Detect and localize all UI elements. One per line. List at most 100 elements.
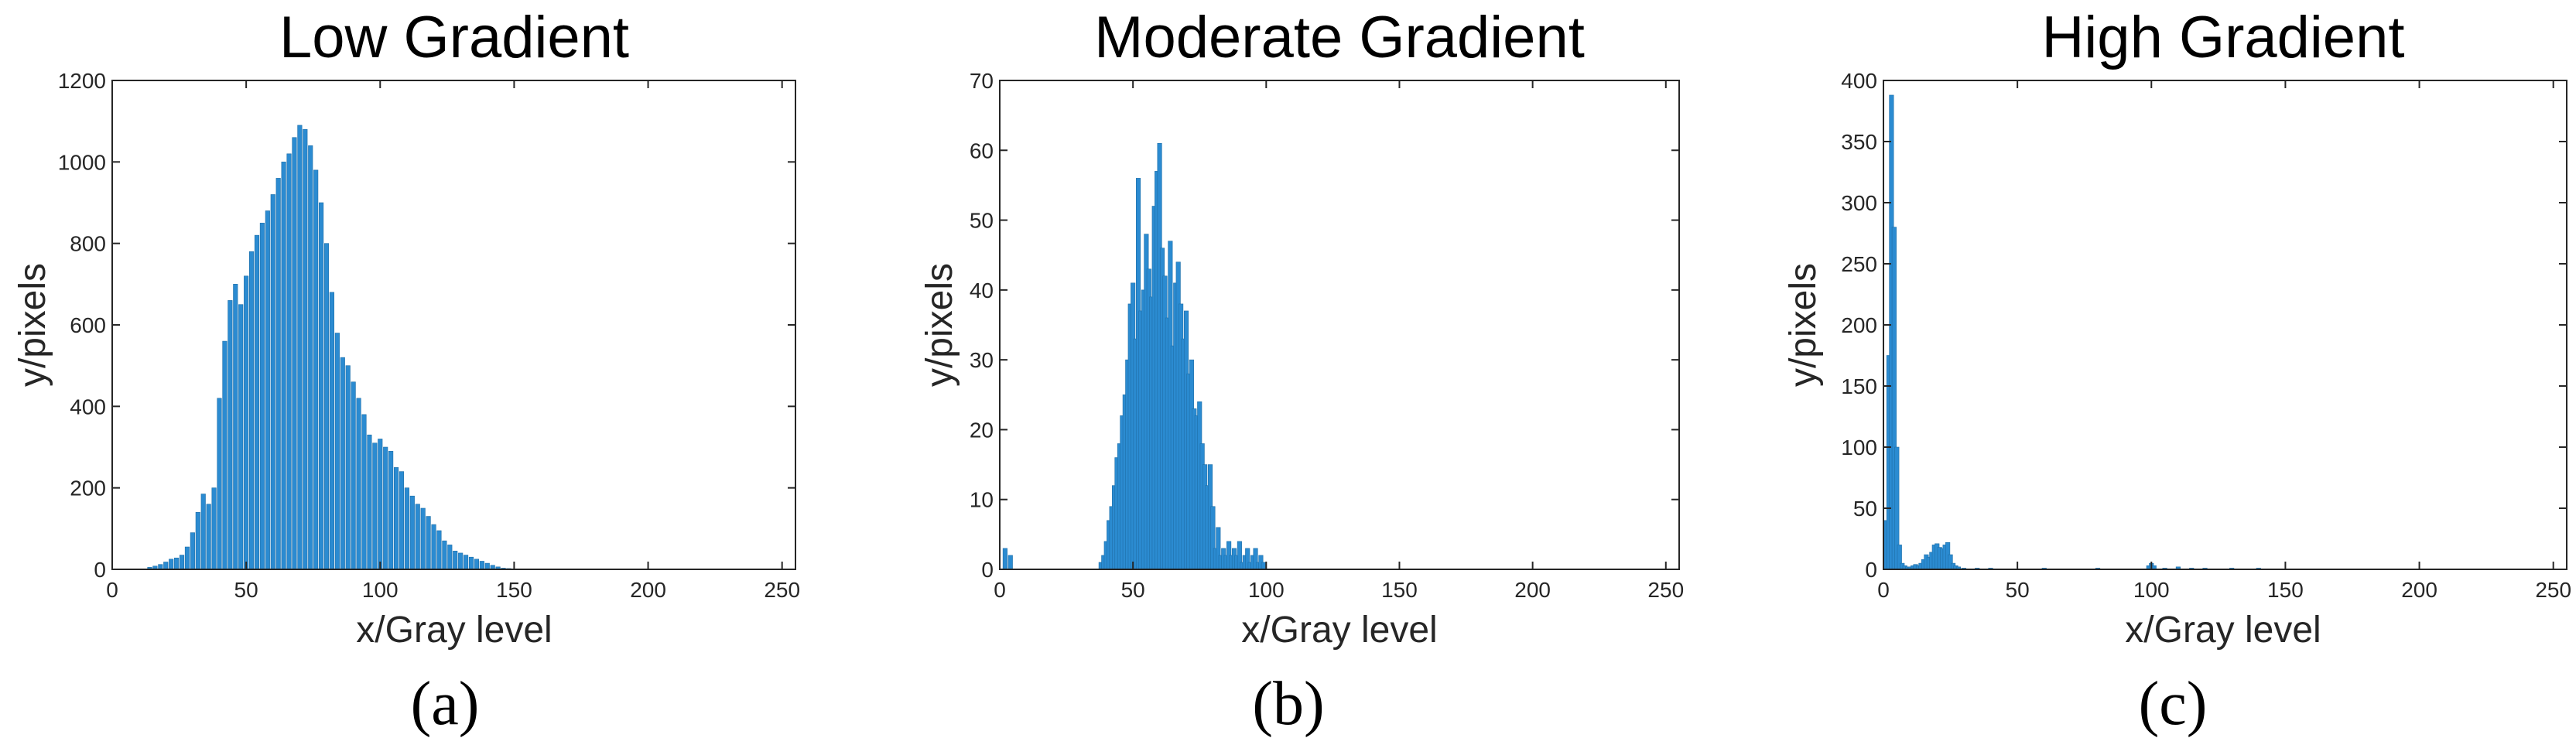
y-tick-label: 250 (1841, 252, 1877, 276)
histogram-bar (248, 251, 255, 570)
y-axis-label: y/pixels (12, 263, 53, 387)
y-tick-label: 800 (70, 232, 106, 256)
histogram-bar (286, 153, 292, 570)
histogram-bar (323, 243, 330, 570)
chart-title: Low Gradient (279, 5, 629, 70)
histogram-bar (345, 365, 351, 570)
x-axis-label: x/Gray level (356, 610, 552, 651)
histogram-bar (275, 178, 281, 570)
y-tick-label: 10 (970, 488, 994, 512)
histogram-bar (378, 439, 383, 570)
histogram-bar (464, 555, 469, 570)
panel-high-gradient: High Gradient y/pixels x/Gray level (c) … (1783, 5, 2571, 738)
histogram-bar (415, 504, 420, 570)
y-axis-label: y/pixels (919, 263, 960, 387)
axes-box (999, 80, 1680, 570)
y-tick-label: 150 (1841, 374, 1877, 398)
histogram-bar (254, 234, 260, 570)
histogram-bar (190, 532, 195, 570)
x-tick-label: 200 (1514, 578, 1551, 602)
x-tick-label: 250 (1647, 578, 1684, 602)
x-tick-label: 250 (764, 578, 800, 602)
x-tick-label: 100 (362, 578, 399, 602)
x-tick-label: 50 (1121, 578, 1145, 602)
histogram-bar (303, 128, 308, 570)
y-tick-label: 200 (70, 477, 106, 500)
histogram-bar (329, 292, 335, 570)
x-tick-label: 100 (1248, 578, 1285, 602)
histogram-bar (227, 300, 233, 570)
y-tick-label: 0 (981, 558, 994, 582)
panel-caption: (a) (411, 670, 480, 738)
histogram-bar (206, 504, 211, 570)
histogram-bar (319, 202, 324, 570)
x-tick-label: 0 (106, 578, 118, 602)
x-tick-label: 250 (2535, 578, 2571, 602)
chart-title: Moderate Gradient (1094, 5, 1585, 70)
bars (147, 125, 517, 570)
histogram-bar (367, 434, 372, 570)
histogram-bar (200, 494, 206, 570)
y-tick-label: 40 (970, 278, 994, 302)
y-tick-label: 400 (1841, 69, 1877, 93)
histogram-bar (308, 145, 313, 570)
x-tick-label: 200 (630, 578, 666, 602)
panel-caption: (c) (2139, 670, 2208, 738)
x-tick-label: 150 (1381, 578, 1418, 602)
y-tick-label: 100 (1841, 436, 1877, 459)
histogram-bar (409, 495, 415, 570)
panel-moderate-gradient: Moderate Gradient y/pixels x/Gray level … (919, 5, 1684, 738)
x-tick-label: 0 (994, 578, 1006, 602)
histogram-bar (265, 210, 270, 570)
histogram-bar (436, 530, 442, 570)
histogram-bar (484, 562, 490, 570)
histogram-bar (292, 137, 297, 570)
histogram-bar (169, 559, 174, 570)
axes-box (1883, 80, 2567, 570)
y-tick-label: 0 (1865, 558, 1877, 582)
histogram-bar (1002, 548, 1007, 570)
x-tick-label: 200 (2401, 578, 2437, 602)
x-axis-label: x/Gray level (2125, 610, 2321, 651)
histogram-bar (399, 471, 405, 570)
histogram-bar (1261, 562, 1266, 570)
histogram-bar (474, 559, 479, 570)
x-tick-label: 150 (496, 578, 532, 602)
y-tick-label: 350 (1841, 130, 1877, 154)
histogram-bar (281, 162, 286, 570)
histogram-bar (270, 194, 275, 570)
chart-title: High Gradient (2042, 5, 2405, 70)
histogram-bar (334, 333, 340, 570)
histogram-bar (313, 169, 319, 570)
y-tick-label: 30 (970, 348, 994, 372)
histogram-bar (179, 555, 185, 570)
bars (1883, 94, 2261, 570)
y-tick-label: 300 (1841, 191, 1877, 215)
histogram-bar (244, 275, 249, 570)
y-tick-label: 60 (970, 138, 994, 162)
histogram-bar (233, 284, 238, 570)
y-tick-label: 20 (970, 418, 994, 442)
y-tick-label: 50 (1853, 497, 1877, 521)
histogram-bar (195, 511, 200, 570)
histogram-bar (404, 487, 409, 570)
y-tick-label: 70 (970, 69, 994, 93)
y-tick-label: 600 (70, 313, 106, 337)
histogram-bar (458, 552, 464, 570)
histogram-bar (431, 524, 436, 570)
histogram-bar (351, 381, 356, 570)
histogram-bar (259, 223, 265, 570)
histogram-bar (426, 516, 431, 570)
histogram-bar (174, 557, 180, 570)
y-tick-label: 1200 (58, 69, 106, 93)
histogram-bar (1007, 555, 1013, 570)
histogram-bar (468, 556, 474, 570)
histogram-bar (442, 540, 447, 570)
histogram-bar (388, 450, 394, 570)
x-tick-label: 50 (2006, 578, 2030, 602)
histogram-bar (340, 357, 345, 570)
histogram-bar (479, 561, 484, 570)
histogram-bar (393, 467, 399, 570)
histogram-bar (163, 562, 169, 570)
